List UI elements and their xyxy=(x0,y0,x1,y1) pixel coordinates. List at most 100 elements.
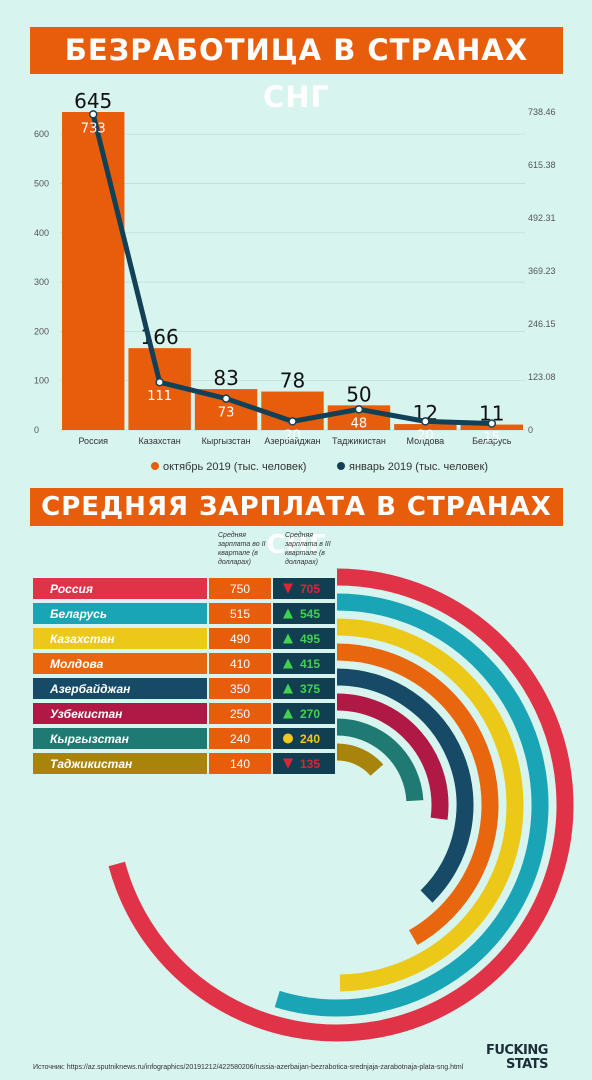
y-left-tick-label: 500 xyxy=(34,178,49,188)
q3-cell xyxy=(273,753,335,774)
q2-column-header: Средняя зарплата во II квартале (в долла… xyxy=(218,532,266,566)
legend-marker-january xyxy=(337,462,345,470)
line-point xyxy=(288,417,297,426)
salary-arc xyxy=(336,693,449,820)
country-bar xyxy=(33,603,207,624)
q3-value: 240 xyxy=(300,732,320,746)
q3-cell xyxy=(273,578,335,599)
x-tick-label: Беларусь xyxy=(472,436,512,446)
source-text: Источник: https://az.sputniknews.ru/info… xyxy=(33,1064,464,1071)
salary-arc xyxy=(108,568,574,1042)
trend-up-icon xyxy=(283,658,293,669)
trend-down-icon xyxy=(283,758,293,769)
y-left-tick-label: 100 xyxy=(34,376,49,386)
x-tick-label: Казахстан xyxy=(139,436,181,446)
country-name: Азербайджан xyxy=(49,682,131,696)
legend-marker-october xyxy=(151,462,159,470)
trend-same-icon xyxy=(283,733,293,744)
country-bar xyxy=(33,728,207,749)
q3-value: 415 xyxy=(300,657,320,671)
line-point xyxy=(487,419,497,428)
country-name: Узбекистан xyxy=(50,707,123,721)
salary-arc xyxy=(336,718,424,802)
x-tick-label: Азербайджан xyxy=(264,436,320,446)
bar-value-label: 50 xyxy=(346,382,371,406)
salary-arc xyxy=(336,618,524,992)
bar-october xyxy=(62,112,125,430)
q2-value: 750 xyxy=(230,582,250,596)
line-value-label: 73 xyxy=(218,406,235,421)
y-left-tick-label: 400 xyxy=(34,228,49,238)
brand-logo: FUCKING STATS xyxy=(486,1044,548,1072)
q3-column-header: Средняя зарплата в III квартале (в долла… xyxy=(285,532,331,566)
legend-label-january: январь 2019 (тыс. человек) xyxy=(349,461,488,473)
bar-october xyxy=(394,424,457,430)
bar-value-label: 78 xyxy=(280,369,305,393)
line-value-label: 48 xyxy=(351,416,368,431)
q3-value: 705 xyxy=(300,582,320,596)
q2-value: 140 xyxy=(230,757,250,771)
country-name: Россия xyxy=(50,582,93,596)
q2-cell xyxy=(209,703,271,724)
country-bar xyxy=(33,678,207,699)
bar-value-label: 645 xyxy=(74,89,112,113)
q2-value: 410 xyxy=(230,657,250,671)
country-name: Казахстан xyxy=(50,632,115,646)
country-bar xyxy=(33,628,207,649)
q3-cell xyxy=(273,653,335,674)
q3-cell xyxy=(273,678,335,699)
salary-title: СРЕДНЯЯ ЗАРПЛАТА В СТРАНАХ СНГ xyxy=(30,488,563,560)
q2-value: 350 xyxy=(230,682,250,696)
line-value-label: 20 xyxy=(284,428,301,443)
trend-up-icon xyxy=(283,708,293,719)
q3-value: 270 xyxy=(300,707,320,721)
unemployment-title: БЕЗРАБОТИЦА В СТРАНАХ СНГ xyxy=(30,27,563,114)
y-right-tick-label: 0 xyxy=(528,425,533,435)
salary-arc xyxy=(336,668,474,903)
trend-up-icon xyxy=(283,633,293,644)
q2-cell xyxy=(209,753,271,774)
country-bar xyxy=(33,578,207,599)
country-bar xyxy=(33,653,207,674)
q3-value: 545 xyxy=(300,607,320,621)
line-point xyxy=(354,405,364,414)
q3-cell xyxy=(273,728,335,749)
q3-cell xyxy=(273,628,335,649)
trend-up-icon xyxy=(283,608,293,619)
salary-arc xyxy=(336,643,499,946)
y-right-tick-label: 123.08 xyxy=(528,372,556,382)
y-right-tick-label: 369.23 xyxy=(528,266,556,276)
line-point xyxy=(88,110,98,119)
y-left-tick-label: 0 xyxy=(34,425,39,435)
line-value-label: 111 xyxy=(147,389,172,404)
trend-down-icon xyxy=(283,583,293,594)
line-value-label: 15 xyxy=(484,431,501,446)
line-point xyxy=(421,417,430,426)
line-value-label: 733 xyxy=(81,121,106,136)
salary-arc xyxy=(336,743,384,777)
country-name: Кыргызстан xyxy=(50,732,130,746)
bar-value-label: 83 xyxy=(213,366,238,390)
y-right-tick-label: 492.31 xyxy=(528,213,556,223)
country-name: Таджикистан xyxy=(50,757,133,771)
logo-line-2: STATS xyxy=(505,1057,549,1072)
salary-arc xyxy=(274,593,549,1017)
y-left-tick-label: 300 xyxy=(34,277,49,287)
line-point xyxy=(221,394,231,403)
q2-value: 515 xyxy=(230,607,250,621)
q2-value: 490 xyxy=(230,632,250,646)
y-left-tick-label: 600 xyxy=(34,129,49,139)
x-tick-label: Молдова xyxy=(407,436,445,446)
logo-line-1: FUCKING xyxy=(486,1043,548,1058)
y-right-tick-label: 246.15 xyxy=(528,319,556,329)
q2-value: 240 xyxy=(230,732,250,746)
x-tick-label: Таджикистан xyxy=(332,436,386,446)
y-left-tick-label: 200 xyxy=(34,326,49,336)
line-value-label: 20 xyxy=(417,428,434,443)
q2-value: 250 xyxy=(230,707,250,721)
country-name: Беларусь xyxy=(50,607,107,621)
y-right-tick-label: 738.46 xyxy=(528,107,556,117)
q2-cell xyxy=(209,678,271,699)
trend-up-icon xyxy=(283,683,293,694)
